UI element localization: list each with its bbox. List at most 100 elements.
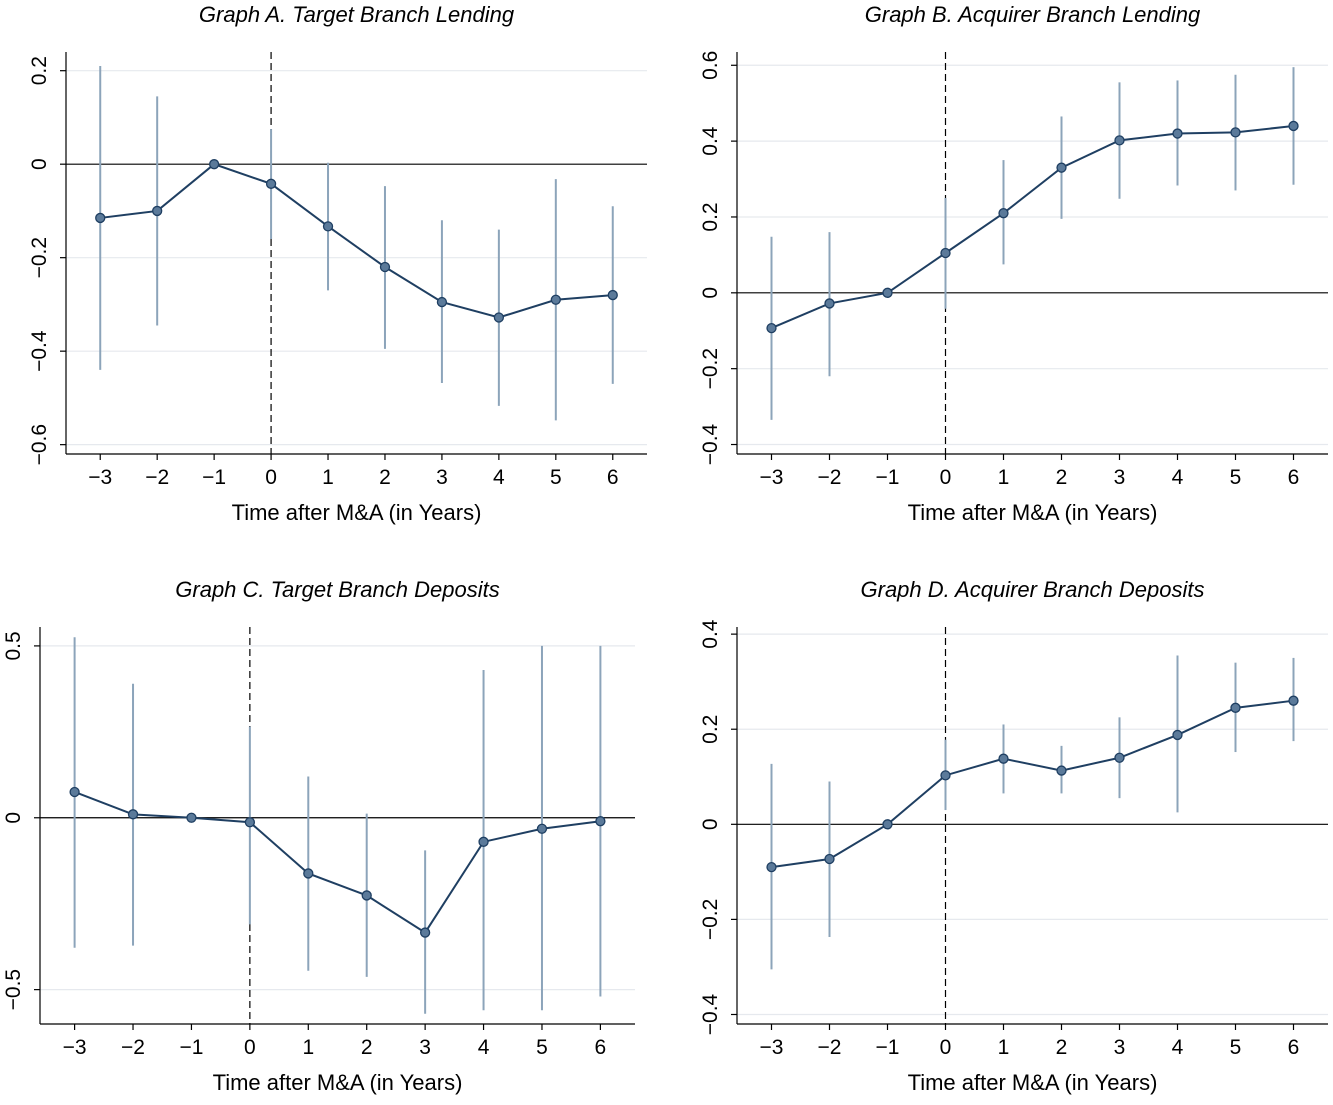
panel-d: Graph D. Acquirer Branch Deposits 0.4 0.2 0… bbox=[666, 550, 1333, 1100]
data-point bbox=[766, 322, 777, 334]
x-tick-label: 0 bbox=[265, 466, 277, 489]
x-tick-label: −2 bbox=[145, 466, 169, 489]
x-tick-label: −2 bbox=[121, 1036, 145, 1059]
data-point bbox=[824, 853, 835, 865]
data-point bbox=[1114, 752, 1125, 763]
series-line bbox=[771, 699, 1294, 869]
x-tick-label: 5 bbox=[550, 466, 562, 489]
data-point bbox=[607, 289, 618, 301]
x-tick-label: 6 bbox=[1288, 1036, 1300, 1059]
data-point bbox=[244, 817, 256, 828]
data-point bbox=[1114, 135, 1125, 146]
y-tick-label: −0.2 bbox=[699, 899, 722, 940]
data-point bbox=[493, 312, 505, 323]
chart-c-svg: Graph C. Target Branch Deposits 0.5 0 −0.5 −… bbox=[2, 577, 635, 1095]
chart-title: Graph C. Target Branch Deposits bbox=[175, 577, 499, 602]
data-point bbox=[303, 868, 314, 879]
data-point bbox=[536, 823, 548, 834]
data-point bbox=[379, 261, 391, 273]
x-tick-label: 2 bbox=[1056, 1036, 1068, 1059]
x-tick-label: −3 bbox=[88, 466, 112, 489]
x-tick-label: 5 bbox=[536, 1036, 548, 1059]
panel-a: Graph A. Target Branch Lending 0.2 0 −0.2 −0… bbox=[0, 0, 666, 550]
y-tick-label: 0.4 bbox=[699, 126, 722, 156]
data-point bbox=[595, 816, 606, 827]
data-point bbox=[1172, 128, 1183, 139]
data-point bbox=[478, 836, 489, 847]
data-point bbox=[127, 809, 139, 820]
x-tick-label: 2 bbox=[379, 466, 391, 489]
data-point bbox=[1288, 695, 1299, 706]
x-tick-label: −1 bbox=[202, 466, 226, 489]
y-tick-label: −0.2 bbox=[699, 348, 722, 389]
x-tick-label: 4 bbox=[478, 1036, 490, 1059]
x-tick-label: −1 bbox=[179, 1036, 203, 1059]
x-tick-label: −3 bbox=[63, 1036, 87, 1059]
data-point bbox=[882, 287, 893, 298]
y-tick-label: −0.6 bbox=[28, 424, 51, 465]
x-tick-label: 2 bbox=[361, 1036, 373, 1059]
data-point bbox=[436, 296, 448, 308]
y-tick-label: 0 bbox=[699, 818, 722, 830]
x-tick-label: 0 bbox=[940, 1036, 952, 1059]
data-point bbox=[1230, 127, 1241, 138]
x-tick-label: −1 bbox=[876, 1036, 900, 1059]
x-tick-label: −3 bbox=[760, 466, 784, 489]
data-point bbox=[882, 819, 893, 830]
x-tick-label: −1 bbox=[876, 466, 900, 489]
y-tick-label: −0.4 bbox=[699, 993, 722, 1035]
x-tick-label: 6 bbox=[1288, 466, 1300, 489]
chart-title: Graph B. Acquirer Branch Lending bbox=[865, 2, 1201, 27]
y-tick-label: 0.2 bbox=[699, 715, 722, 744]
x-axis-title: Time after M&A (in Years) bbox=[908, 1070, 1158, 1095]
chart-title: Graph A. Target Branch Lending bbox=[199, 2, 515, 27]
y-tick-label: −0.5 bbox=[2, 969, 25, 1010]
x-tick-label: 1 bbox=[302, 1036, 314, 1059]
series-line bbox=[74, 791, 601, 934]
data-point bbox=[766, 861, 777, 873]
y-tick-label: 0.5 bbox=[2, 631, 25, 660]
x-tick-label: 1 bbox=[998, 466, 1010, 489]
x-tick-label: 3 bbox=[436, 466, 448, 489]
x-tick-label: 5 bbox=[1230, 466, 1242, 489]
x-tick-label: 5 bbox=[1230, 1036, 1242, 1059]
data-point bbox=[824, 298, 835, 309]
data-point bbox=[322, 221, 334, 232]
data-point bbox=[998, 208, 1009, 219]
x-tick-label: 4 bbox=[1172, 466, 1184, 489]
y-tick-label: 0.2 bbox=[699, 202, 722, 231]
data-point bbox=[1230, 702, 1241, 713]
x-tick-label: 6 bbox=[595, 1036, 607, 1059]
data-point bbox=[69, 786, 80, 798]
data-point bbox=[1056, 765, 1067, 776]
x-tick-label: 0 bbox=[244, 1036, 256, 1059]
y-tick-label: 0.2 bbox=[28, 56, 51, 85]
data-point bbox=[1172, 729, 1183, 741]
series-line bbox=[771, 124, 1294, 330]
data-point bbox=[186, 812, 197, 823]
panel-b: Graph B. Acquirer Branch Lending 0.6 0.4 0.… bbox=[666, 0, 1333, 550]
x-tick-label: 3 bbox=[1114, 466, 1126, 489]
panel-c: Graph C. Target Branch Deposits 0.5 0 −0.5 −… bbox=[0, 550, 666, 1100]
chart-b-svg: Graph B. Acquirer Branch Lending 0.6 0.4 0.… bbox=[699, 2, 1328, 525]
series-line bbox=[100, 163, 613, 319]
x-tick-label: 1 bbox=[322, 466, 334, 489]
data-point bbox=[1056, 162, 1067, 173]
data-point bbox=[419, 927, 431, 938]
x-axis-title: Time after M&A (in Years) bbox=[908, 500, 1158, 525]
data-point bbox=[152, 205, 163, 217]
x-tick-label: 1 bbox=[998, 1036, 1010, 1059]
x-tick-label: 4 bbox=[493, 466, 505, 489]
data-point bbox=[940, 247, 951, 259]
data-point bbox=[940, 770, 951, 781]
x-tick-label: 6 bbox=[607, 466, 619, 489]
data-point bbox=[550, 294, 561, 305]
x-axis-title: Time after M&A (in Years) bbox=[213, 1070, 463, 1095]
x-tick-label: 2 bbox=[1056, 466, 1068, 489]
x-tick-label: −3 bbox=[760, 1036, 784, 1059]
y-tick-label: 0.4 bbox=[699, 619, 722, 649]
data-point bbox=[998, 753, 1009, 764]
y-tick-label: 0 bbox=[2, 812, 25, 824]
x-tick-label: −2 bbox=[818, 466, 842, 489]
y-tick-label: −0.4 bbox=[699, 423, 722, 465]
